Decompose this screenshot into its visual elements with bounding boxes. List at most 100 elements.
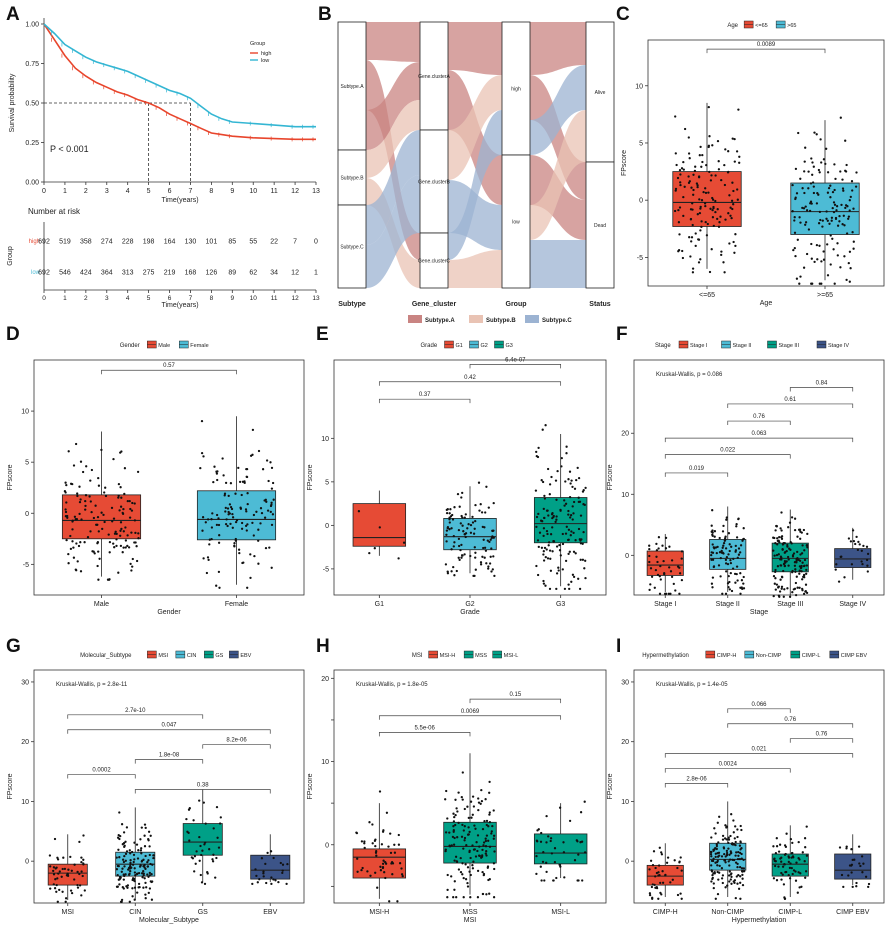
jitter-point [841, 223, 844, 226]
jitter-point [722, 544, 725, 547]
jitter-point [484, 837, 487, 840]
jitter-point [736, 828, 739, 831]
jitter-point [117, 494, 120, 497]
jitter-point [471, 864, 474, 867]
jitter-point [56, 856, 59, 859]
jitter-point [52, 883, 55, 886]
jitter-point [714, 199, 717, 203]
jitter-point [657, 897, 660, 900]
jitter-point [231, 526, 234, 529]
jitter-point [198, 835, 201, 839]
jitter-point [691, 223, 694, 227]
jitter-point [669, 881, 672, 884]
jitter-point [574, 552, 577, 555]
jitter-point [715, 847, 718, 850]
box-x-tick-label: MSS [462, 909, 478, 916]
jitter-point [742, 858, 745, 862]
jitter-point [454, 823, 457, 827]
jitter-point [114, 530, 117, 533]
jitter-point [569, 516, 572, 519]
jitter-point [805, 543, 809, 547]
jitter-point [733, 837, 736, 840]
jitter-point [462, 847, 465, 850]
box-y-tick-label: 0 [325, 842, 329, 849]
jitter-point [780, 556, 783, 559]
jitter-point [122, 842, 126, 845]
jitter-point [536, 539, 540, 542]
jitter-point [270, 501, 273, 504]
jitter-point [449, 508, 452, 511]
jitter-point [217, 523, 221, 527]
jitter-point [477, 481, 481, 484]
jitter-point [459, 856, 462, 860]
jitter-point [393, 851, 397, 854]
jitter-point [468, 870, 471, 873]
jitter-point [451, 835, 455, 839]
jitter-point [854, 542, 857, 546]
jitter-point [713, 530, 717, 533]
jitter-point [664, 536, 668, 540]
jitter-point [488, 813, 491, 816]
jitter-point [78, 872, 81, 876]
jitter-point [776, 565, 780, 568]
box-x-tick-label: GS [198, 909, 208, 916]
jitter-point [548, 587, 552, 591]
jitter-point [845, 163, 848, 167]
jitter-point [816, 258, 819, 261]
jitter-point [561, 568, 564, 571]
jitter-point [489, 538, 492, 541]
jitter-point [122, 831, 126, 834]
jitter-point [84, 508, 87, 511]
jitter-point [555, 572, 559, 575]
jitter-point [132, 879, 136, 882]
jitter-point [796, 238, 799, 241]
jitter-point [271, 481, 275, 485]
km-y-tick-label: 1.00 [25, 22, 39, 29]
jitter-point [709, 852, 713, 856]
jitter-point [120, 496, 123, 499]
jitter-point [850, 180, 854, 183]
jitter-point [729, 571, 732, 575]
jitter-point [535, 854, 538, 858]
risk-x-tick-label: 6 [168, 295, 172, 302]
jitter-point [774, 568, 777, 572]
jitter-point [73, 515, 77, 518]
jitter-point [674, 589, 677, 592]
jitter-point [847, 537, 851, 540]
jitter-point [459, 522, 462, 525]
jitter-point [730, 589, 734, 593]
jitter-point [577, 853, 580, 856]
jitter-point [803, 564, 806, 567]
jitter-point [700, 225, 703, 229]
jitter-point [715, 551, 718, 555]
jitter-point [137, 871, 141, 875]
risk-x-tick-label: 11 [271, 295, 278, 302]
jitter-point [64, 508, 67, 511]
jitter-point [83, 889, 86, 892]
jitter-point [822, 250, 825, 253]
jitter-point [72, 546, 75, 549]
jitter-point [448, 518, 451, 521]
jitter-point [864, 875, 868, 878]
jitter-point [555, 515, 558, 518]
jitter-point [867, 882, 871, 886]
jitter-point [371, 842, 374, 845]
jitter-point [577, 496, 580, 499]
jitter-point [200, 451, 204, 455]
jitter-point [480, 799, 484, 803]
jitter-point [82, 862, 85, 865]
jitter-point [560, 456, 563, 460]
jitter-point [712, 224, 715, 228]
jitter-point [201, 529, 204, 532]
risk-value: 358 [80, 239, 92, 246]
jitter-point [97, 530, 100, 533]
jitter-point [84, 504, 87, 508]
sankey-node [337, 21, 367, 151]
jitter-point [716, 217, 719, 221]
jitter-point [485, 562, 488, 565]
jitter-point [776, 537, 779, 540]
jitter-point [491, 824, 494, 828]
jitter-point [129, 859, 132, 862]
jitter-point [799, 537, 802, 540]
jitter-point [545, 870, 548, 874]
